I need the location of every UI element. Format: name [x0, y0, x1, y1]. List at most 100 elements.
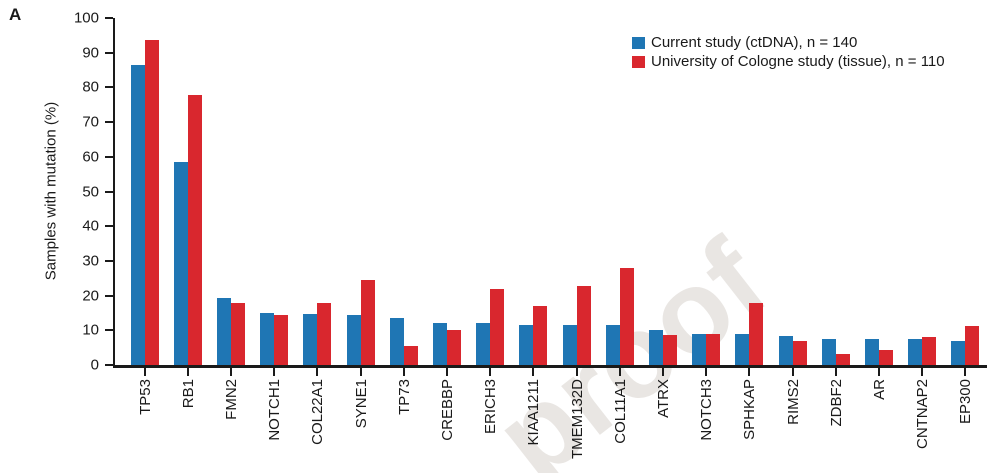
legend: Current study (ctDNA), n = 140 Universit…	[632, 33, 945, 71]
y-axis-tick	[105, 294, 113, 297]
bar-tissue-FMN2	[231, 302, 245, 365]
x-axis-tick	[964, 368, 967, 376]
bar-group-CREBBP: CREBBP	[425, 18, 468, 441]
legend-swatch-ctdna-icon	[632, 36, 645, 49]
x-axis-label-RB1: RB1	[179, 379, 197, 409]
bar-tissue-TMEM132D	[576, 285, 591, 365]
x-axis-tick	[921, 368, 924, 376]
bar-ctdna-SYNE1	[346, 315, 361, 365]
bar-tissue-NOTCH1	[274, 315, 289, 365]
x-axis-label-TP73: TP73	[395, 379, 413, 415]
bar-pair-RIMS2	[771, 18, 814, 365]
bar-tissue-COL22A1	[317, 302, 332, 365]
bar-ctdna-KIAA1211	[519, 325, 534, 365]
y-axis-tick-label: 10	[82, 321, 99, 339]
y-axis-tick	[105, 155, 113, 158]
x-axis-tick	[489, 368, 492, 376]
x-axis-label-CNTNAP2: CNTNAP2	[914, 379, 932, 450]
x-axis-label-EP300: EP300	[957, 379, 975, 425]
bar-group-TP53: TP53	[123, 18, 166, 415]
bar-pair-NOTCH3	[685, 18, 728, 365]
bar-ctdna-RIMS2	[778, 336, 793, 365]
x-axis-tick	[446, 368, 449, 376]
y-axis-tick	[105, 225, 113, 228]
bar-tissue-ERICH3	[490, 289, 505, 365]
x-axis-tick	[834, 368, 837, 376]
x-axis-tick	[662, 368, 665, 376]
legend-swatch-tissue-icon	[632, 55, 645, 68]
bar-ctdna-CREBBP	[433, 323, 448, 365]
x-axis-label-TP53: TP53	[136, 379, 154, 415]
y-axis-tick-label: 0	[90, 356, 99, 374]
y-axis-tick-label: 30	[82, 252, 99, 270]
x-axis-label-NOTCH3: NOTCH3	[698, 379, 716, 441]
bar-tissue-COL11A1	[619, 267, 634, 365]
x-axis-tick	[532, 368, 535, 376]
bar-group-NOTCH3: NOTCH3	[685, 18, 728, 441]
x-axis-label-TMEM132D: TMEM132D	[568, 379, 586, 460]
bar-pair-TP73	[382, 18, 425, 365]
bar-ctdna-TP53	[130, 65, 145, 365]
x-axis-label-RIMS2: RIMS2	[784, 379, 802, 425]
bar-pair-FMN2	[209, 18, 252, 365]
bar-ctdna-RB1	[173, 161, 188, 365]
legend-row-tissue: University of Cologne study (tissue), n …	[632, 52, 945, 71]
x-axis-label-NOTCH1: NOTCH1	[266, 379, 284, 441]
bar-pair-TP53	[123, 18, 166, 365]
x-axis-tick	[402, 368, 405, 376]
legend-label-tissue: University of Cologne study (tissue), n …	[651, 53, 945, 70]
y-axis-tick	[105, 121, 113, 124]
bar-group-RIMS2: RIMS2	[771, 18, 814, 425]
legend-label-ctdna: Current study (ctDNA), n = 140	[651, 34, 858, 51]
bar-tissue-EP300	[965, 325, 980, 365]
y-axis-tick-label: 90	[82, 44, 99, 62]
bar-pair-ERICH3	[469, 18, 512, 365]
bar-group-ERICH3: ERICH3	[469, 18, 512, 434]
y-axis-tick	[105, 17, 113, 19]
x-axis-label-CREBBP: CREBBP	[439, 379, 457, 441]
bar-pair-RB1	[166, 18, 209, 365]
y-axis-tick-label: 80	[82, 78, 99, 96]
x-axis-tick	[705, 368, 708, 376]
bar-tissue-NOTCH3	[706, 334, 721, 365]
bar-group-EP300: EP300	[944, 18, 987, 424]
x-axis-label-ZDBF2: ZDBF2	[827, 379, 845, 427]
legend-row-ctdna: Current study (ctDNA), n = 140	[632, 33, 945, 52]
bar-tissue-AR	[879, 350, 894, 365]
bar-ctdna-ERICH3	[476, 323, 491, 365]
bar-groups: TP53 RB1 FMN2 NOTCH1 COL22A1 SYNE1 TP73 CREBBP E…	[115, 18, 987, 459]
bar-group-ATRX: ATRX	[641, 18, 684, 418]
x-axis-tick	[748, 368, 751, 376]
bar-tissue-SYNE1	[360, 280, 375, 365]
bar-pair-CREBBP	[425, 18, 468, 365]
bar-ctdna-NOTCH3	[692, 333, 707, 365]
x-axis-label-COL11A1: COL11A1	[611, 379, 629, 444]
x-axis-tick	[143, 368, 146, 376]
bar-ctdna-NOTCH1	[260, 312, 275, 365]
bar-group-RB1: RB1	[166, 18, 209, 408]
bar-ctdna-SPHKAP	[735, 333, 750, 365]
bar-pair-ATRX	[641, 18, 684, 365]
bar-ctdna-COL11A1	[605, 325, 620, 365]
x-axis-tick	[186, 368, 189, 376]
bar-group-KIAA1211: KIAA1211	[512, 18, 555, 445]
bar-tissue-TP73	[403, 346, 418, 365]
bar-ctdna-COL22A1	[303, 313, 318, 365]
bar-ctdna-EP300	[951, 341, 966, 365]
bar-pair-NOTCH1	[253, 18, 296, 365]
y-axis-tick-label: 50	[82, 183, 99, 200]
bar-ctdna-TP73	[389, 318, 404, 365]
bar-ctdna-ZDBF2	[821, 339, 836, 365]
x-axis-label-SPHKAP: SPHKAP	[741, 379, 759, 440]
bar-pair-COL22A1	[296, 18, 339, 365]
x-axis-tick	[791, 368, 794, 376]
x-axis-label-ERICH3: ERICH3	[482, 379, 500, 435]
bar-tissue-RIMS2	[792, 341, 807, 365]
y-axis-tick	[105, 190, 113, 193]
bar-ctdna-CNTNAP2	[908, 339, 923, 365]
y-axis-tick-label: 70	[82, 113, 99, 131]
x-axis-tick	[359, 368, 362, 376]
bar-ctdna-ATRX	[649, 329, 664, 365]
bar-tissue-KIAA1211	[533, 305, 548, 365]
